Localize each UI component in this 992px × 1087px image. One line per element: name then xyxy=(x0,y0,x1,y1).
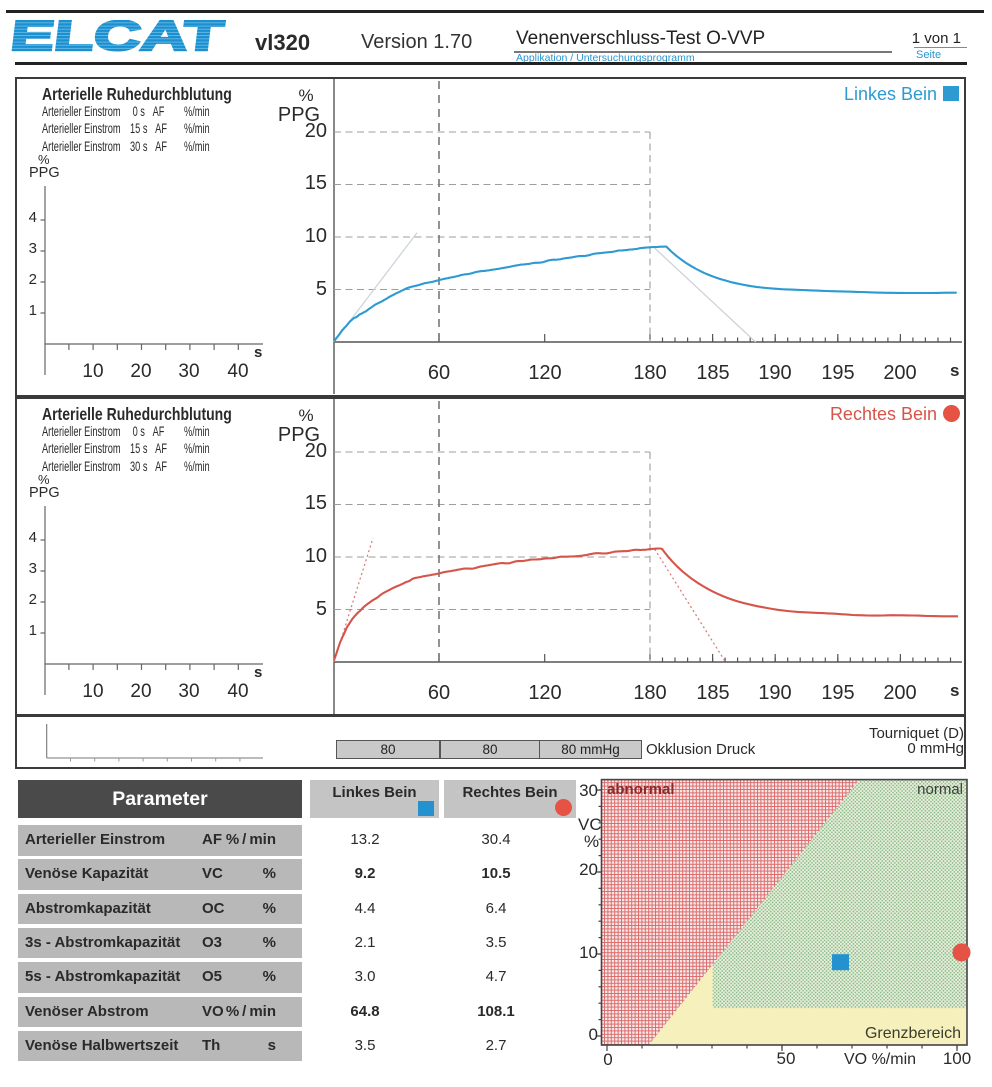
svg-text:ELCAT: ELCAT xyxy=(9,20,226,54)
